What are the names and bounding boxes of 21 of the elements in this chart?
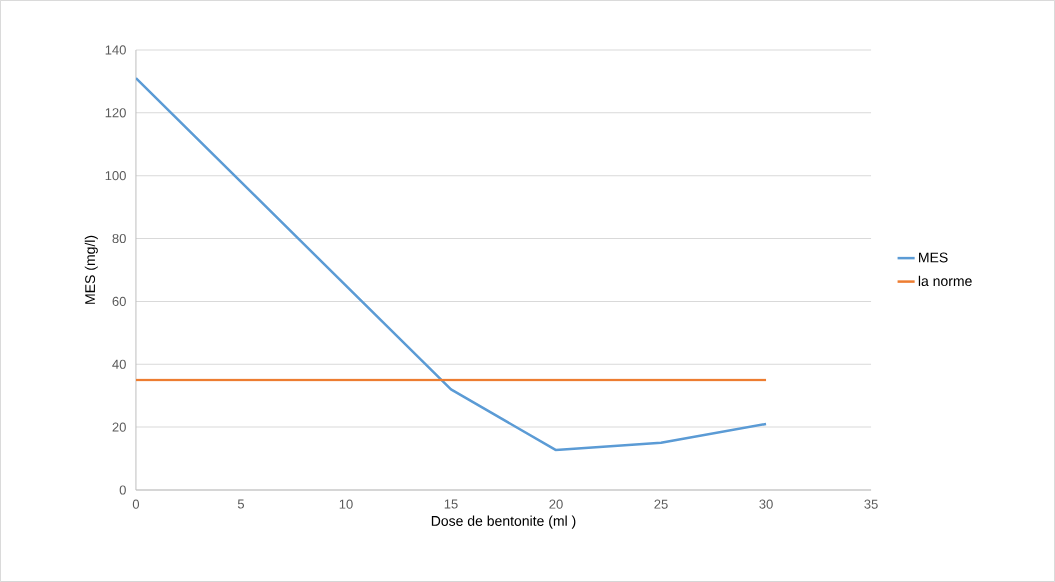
x-tick-label: 25 — [654, 499, 668, 509]
y-tick-label: 0 — [119, 485, 126, 495]
legend-label: MES — [919, 252, 948, 263]
y-tick-label: 120 — [105, 108, 126, 118]
line-series — [135, 76, 768, 452]
y-tick-label: 60 — [112, 296, 126, 307]
x-tick-label: 30 — [759, 499, 773, 509]
x-tick-label: 20 — [549, 499, 563, 509]
legend-label: la norme — [918, 275, 972, 287]
x-tick-label: 0 — [132, 499, 140, 509]
y-axis-title: MES (mg/l) — [84, 235, 98, 304]
y-tick-label: 140 — [105, 45, 126, 55]
x-tick-label: 5 — [237, 499, 245, 509]
y-tick-label: 80 — [112, 233, 126, 244]
x-axis-title: Dose de bentonite (ml ) — [431, 515, 576, 529]
y-tick-label: 40 — [112, 359, 126, 369]
x-tick-label: 35 — [864, 499, 878, 509]
x-tick-label: 15 — [444, 499, 458, 509]
x-tick-label: 10 — [339, 499, 353, 509]
y-tick-label: 20 — [112, 422, 126, 432]
y-tick-label: 100 — [105, 171, 126, 181]
